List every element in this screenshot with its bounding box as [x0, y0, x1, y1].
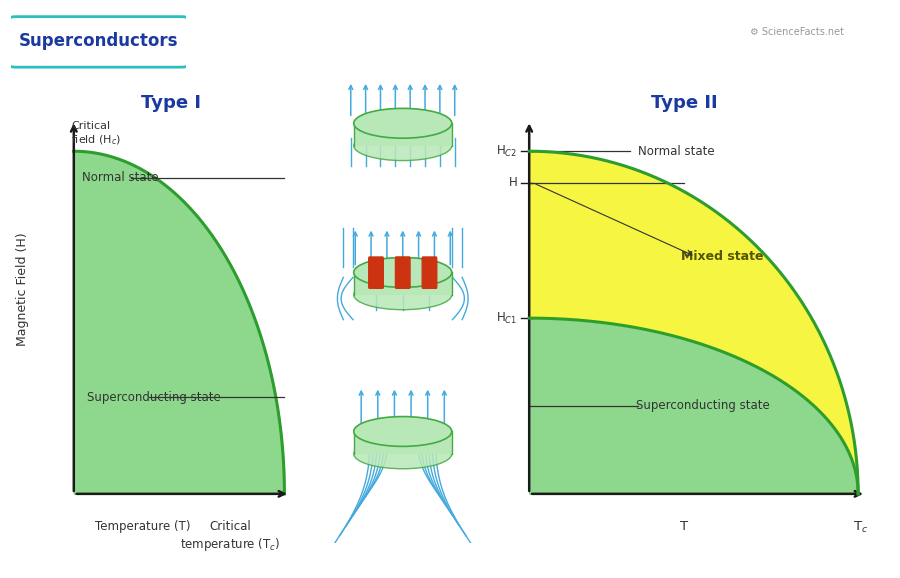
Text: T: T [680, 520, 688, 533]
Text: ⚙ ScienceFacts.net: ⚙ ScienceFacts.net [750, 27, 843, 37]
Text: H$_{C2}$: H$_{C2}$ [497, 144, 518, 159]
FancyBboxPatch shape [422, 257, 436, 288]
FancyBboxPatch shape [395, 257, 410, 288]
Ellipse shape [354, 280, 452, 310]
Text: Normal state: Normal state [637, 144, 715, 158]
Text: Superconducting state: Superconducting state [636, 399, 770, 413]
Ellipse shape [354, 257, 452, 287]
FancyBboxPatch shape [369, 257, 383, 288]
Ellipse shape [354, 131, 452, 161]
Text: Superconductors: Superconductors [19, 32, 178, 50]
Text: H: H [508, 176, 518, 190]
Text: T$_c$: T$_c$ [852, 520, 868, 535]
Bar [354, 431, 452, 454]
FancyBboxPatch shape [9, 17, 188, 67]
Text: Normal state: Normal state [82, 171, 158, 184]
Text: Magnetic Field (H): Magnetic Field (H) [16, 232, 29, 346]
Text: Type II: Type II [651, 94, 717, 112]
Text: H$_{C1}$: H$_{C1}$ [497, 310, 518, 325]
Text: Superconducting state: Superconducting state [87, 391, 221, 403]
Bar [354, 272, 452, 295]
Text: Temperature (T): Temperature (T) [95, 520, 191, 533]
Text: Critical
field (H$_c$): Critical field (H$_c$) [71, 121, 122, 147]
Ellipse shape [354, 109, 452, 138]
Text: Critical
temperature (T$_c$): Critical temperature (T$_c$) [180, 520, 281, 553]
Ellipse shape [354, 439, 452, 469]
Text: Type I: Type I [141, 94, 201, 112]
Ellipse shape [354, 417, 452, 446]
Bar [354, 123, 452, 146]
Text: Mixed state: Mixed state [681, 250, 764, 263]
